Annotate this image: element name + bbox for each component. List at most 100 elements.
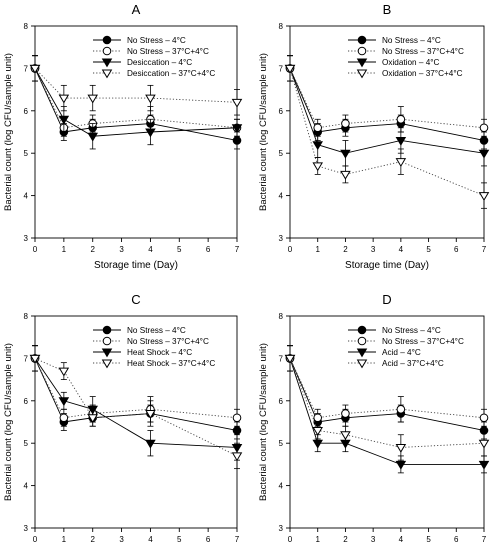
legend: No Stress – 4°C No Stress – 37°C+4°C Acid … [348, 325, 464, 369]
y-tick-label: 5 [279, 149, 284, 158]
legend-marker [102, 325, 112, 335]
y-tick-label: 8 [24, 22, 29, 31]
legend-label: Heat Shock – 4°C [127, 348, 192, 357]
legend-marker [357, 35, 367, 45]
x-tick-label: 7 [482, 245, 487, 254]
data-point [284, 64, 296, 74]
data-point [284, 354, 296, 364]
legend-label: No Stress – 4°C [382, 326, 441, 335]
y-tick-label: 4 [24, 192, 29, 201]
data-point [478, 192, 490, 201]
y-tick-label: 4 [279, 192, 284, 201]
x-tick-label: 6 [454, 535, 459, 544]
legend: No Stress – 4°C No Stress – 37°C+4°C Oxida… [348, 35, 464, 79]
x-tick-label: 7 [235, 535, 240, 544]
x-tick-label: 1 [315, 245, 320, 254]
y-axis-label: Bacterial count (log CFU/sample unit) [258, 53, 269, 211]
x-tick-label: 4 [399, 245, 404, 254]
data-point [145, 410, 156, 419]
legend-marker [357, 336, 367, 346]
data-point [87, 94, 98, 104]
x-axis-label: Storage time (Day) [94, 260, 178, 271]
legend-marker [102, 336, 112, 346]
y-axis-label: Bacterial count (log CFU/sample unit) [3, 343, 14, 501]
y-tick-label: 6 [24, 107, 29, 116]
x-tick-label: 5 [426, 535, 431, 544]
x-tick-label: 2 [90, 245, 95, 254]
data-point [395, 158, 407, 168]
data-point [340, 431, 351, 441]
legend-label: Acid – 37°C+4°C [382, 359, 444, 368]
data-point [232, 413, 242, 423]
data-point [29, 64, 41, 74]
y-tick-label: 5 [24, 439, 29, 448]
x-tick-label: 3 [371, 245, 376, 254]
data-point [396, 114, 406, 124]
x-tick-label: 0 [33, 535, 38, 544]
legend-marker [356, 359, 368, 369]
data-point [145, 439, 156, 449]
legend-marker [356, 69, 368, 79]
data-point [312, 439, 323, 449]
series-line [289, 358, 485, 448]
data-point [395, 443, 407, 453]
data-point [312, 162, 323, 172]
y-tick-label: 5 [24, 149, 29, 158]
y-axis-label: Bacterial count (log CFU/sample unit) [3, 53, 14, 211]
data-point [87, 132, 98, 142]
data-point [231, 98, 243, 108]
x-tick-label: 7 [235, 245, 240, 254]
x-tick-label: 1 [62, 245, 67, 254]
series-4 [29, 345, 243, 470]
series-line [34, 357, 238, 457]
series-line [289, 68, 485, 197]
data-point [341, 119, 350, 128]
data-point [479, 413, 489, 423]
panel-title: A [132, 2, 141, 17]
x-tick-label: 0 [288, 245, 293, 254]
legend-label: Desiccation – 37°C+4°C [127, 69, 215, 78]
legend: No Stress – 4°C No Stress – 37°C+4°C Desic… [93, 35, 215, 79]
legend-marker [356, 58, 368, 68]
x-tick-label: 2 [343, 245, 348, 254]
x-tick-label: 1 [315, 535, 320, 544]
y-tick-label: 8 [24, 312, 29, 321]
data-point [340, 170, 351, 180]
x-tick-label: 1 [62, 535, 67, 544]
data-point [312, 141, 323, 151]
panel-title: C [131, 292, 140, 307]
y-tick-label: 4 [24, 482, 29, 491]
panel-title: B [383, 2, 392, 17]
x-tick-label: 3 [119, 535, 124, 544]
x-tick-label: 4 [148, 245, 153, 254]
data-point [231, 452, 243, 462]
legend-label: No Stress – 4°C [382, 36, 441, 45]
x-tick-label: 3 [371, 535, 376, 544]
x-tick-label: 3 [119, 245, 124, 254]
data-point [340, 149, 351, 159]
data-point [396, 404, 406, 414]
legend-label: No Stress – 37°C+4°C [127, 337, 209, 346]
data-point [341, 409, 350, 418]
legend: No Stress – 4°C No Stress – 37°C+4°C Heat … [93, 325, 215, 369]
data-point [145, 128, 156, 138]
x-tick-label: 6 [206, 245, 211, 254]
y-tick-label: 7 [24, 64, 29, 73]
series-line [289, 358, 484, 465]
x-tick-label: 4 [148, 535, 153, 544]
y-tick-label: 3 [279, 524, 284, 533]
data-point [313, 123, 323, 133]
data-point [58, 94, 70, 104]
data-point [478, 439, 490, 449]
legend-marker [102, 35, 112, 45]
x-tick-label: 0 [288, 535, 293, 544]
data-point [87, 414, 98, 424]
legend-label: No Stress – 37°C+4°C [127, 47, 209, 56]
x-tick-label: 5 [177, 535, 182, 544]
legend-marker [101, 359, 113, 369]
legend-marker [357, 325, 367, 335]
data-point [59, 413, 69, 423]
legend-marker [101, 348, 113, 358]
panel-D: D01234567345678Storage time (Day)Bacteri… [258, 292, 490, 544]
